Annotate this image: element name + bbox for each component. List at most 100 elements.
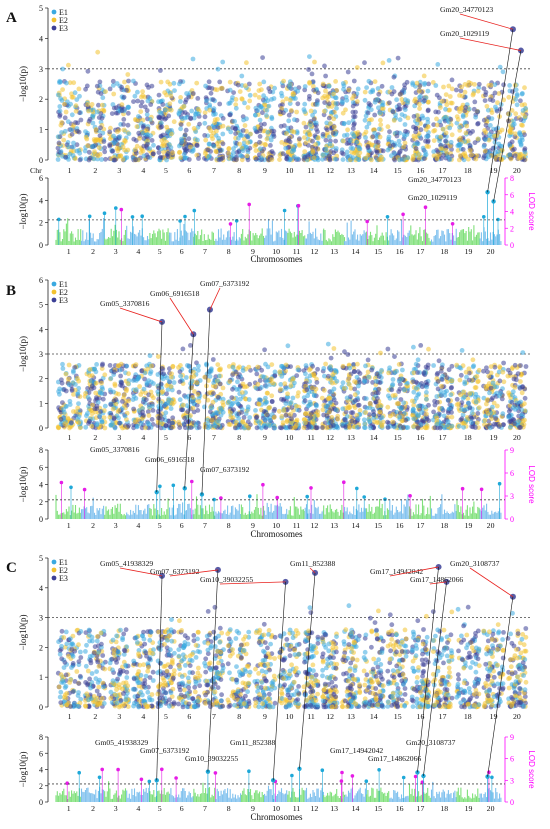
panelB-point-E1 xyxy=(214,410,220,416)
panelA-point-E2 xyxy=(467,148,473,154)
panelA-point-E2 xyxy=(346,87,352,93)
panelA-point-E1 xyxy=(363,135,368,140)
panelB-point-E2 xyxy=(426,346,431,352)
panelA-lod-bars xyxy=(55,202,502,245)
panelB-point-E3 xyxy=(349,410,354,415)
panelA-point-E2 xyxy=(165,79,171,85)
panelB-point-E1 xyxy=(155,372,161,377)
panelB-point-E1 xyxy=(124,363,130,369)
panelA-point-E1 xyxy=(229,97,235,103)
panelA-point-E1 xyxy=(293,96,298,101)
panelB-point-E3 xyxy=(345,352,351,357)
panelA-point-E2 xyxy=(214,128,219,134)
panelB-point-E1 xyxy=(111,389,116,395)
panelA-point-E1 xyxy=(258,104,263,110)
panelB-point-E1 xyxy=(344,395,350,401)
panelA-point-E1 xyxy=(258,155,264,161)
panelA-point-E3 xyxy=(260,55,265,60)
panelB-point-E3 xyxy=(375,396,380,401)
panelA-point-E1 xyxy=(507,142,513,148)
panelA-point-E1 xyxy=(68,101,73,107)
panelA-point-E3 xyxy=(131,136,137,142)
panelB-point-E3 xyxy=(170,420,175,426)
panelB-point-E2 xyxy=(282,381,288,387)
panelA-chr-tick-top: 9 xyxy=(263,166,267,175)
panelA-point-E2 xyxy=(244,60,249,66)
panelA-point-E1 xyxy=(346,120,352,126)
panelA-point-E1 xyxy=(233,105,239,111)
panelA-point-E2 xyxy=(237,141,243,147)
panelB-point-E1 xyxy=(334,378,340,384)
panelA-point-E3 xyxy=(315,98,320,103)
panelA-point-E3 xyxy=(133,157,139,163)
panelA-point-E2 xyxy=(333,79,338,84)
panelB-point-E3 xyxy=(156,385,162,391)
panelA-point-E3 xyxy=(131,99,136,104)
panelA-point-E2 xyxy=(431,138,437,144)
panelA-lod-peak-dot xyxy=(282,208,287,213)
panelB-point-E3 xyxy=(415,370,420,375)
panelA-point-E1 xyxy=(447,157,453,162)
panelA-point-E2 xyxy=(92,149,97,155)
panelB-point-E3 xyxy=(182,415,188,421)
panelA-point-E2 xyxy=(281,78,286,84)
panelA-point-E2 xyxy=(227,79,233,85)
panelA-point-E2 xyxy=(99,102,105,108)
panelA-point-E3 xyxy=(206,79,212,85)
panelB-point-E3 xyxy=(517,425,522,430)
panelA-point-E1 xyxy=(323,146,329,152)
panelA-point-E2 xyxy=(69,94,75,100)
panelA-point-E1 xyxy=(420,115,426,121)
panelA-point-E2 xyxy=(425,99,431,105)
panelB-point-E1 xyxy=(264,379,269,384)
panelA-point-E2 xyxy=(114,146,120,152)
panelB-lod-ytick-left-label: 0 xyxy=(39,515,43,524)
panelA-point-E1 xyxy=(232,119,238,124)
panelB-point-E1 xyxy=(138,421,144,427)
panelB-point-E3 xyxy=(435,379,441,384)
panelA-gwas-ytick-label: 2 xyxy=(39,95,43,104)
panelA-point-E3 xyxy=(315,129,320,135)
panelA-point-E3 xyxy=(435,149,441,155)
panelA-legend-label-E3: E3 xyxy=(59,24,68,33)
panelB-point-E3 xyxy=(511,376,517,382)
panelB-point-E3 xyxy=(194,402,200,408)
panelB-point-E2 xyxy=(122,403,127,408)
panelB-chr-tick-top: 8 xyxy=(237,433,241,442)
panelB-point-E1 xyxy=(303,371,308,377)
panelA-point-E1 xyxy=(443,106,448,112)
panelA-point-E1 xyxy=(255,108,261,113)
panelB-point-E1 xyxy=(354,374,360,380)
panelA-point-E3 xyxy=(389,91,395,97)
panelA-point-E1 xyxy=(193,111,199,117)
panelB-point-E1 xyxy=(363,363,368,369)
panelB-point-E1 xyxy=(75,391,81,397)
panelA-point-E2 xyxy=(158,79,164,85)
panelA-lod-peak-dot xyxy=(228,222,233,226)
panelB-point-E2 xyxy=(149,393,155,399)
panelA-lod-ytick-right-label: 6 xyxy=(510,191,514,200)
panelA-point-E1 xyxy=(347,138,353,144)
panelA-point-E3 xyxy=(149,120,155,126)
panelA-point-E1 xyxy=(181,152,187,157)
panelB-point-E2 xyxy=(76,378,82,384)
panelB-point-E2 xyxy=(209,417,215,423)
panelB-point-E3 xyxy=(272,406,278,412)
panelA-point-E1 xyxy=(58,149,64,154)
panelA-point-E2 xyxy=(399,97,405,102)
panelB-point-E1 xyxy=(71,368,76,374)
panelA-point-E2 xyxy=(202,110,208,116)
panelB-point-E2 xyxy=(93,390,99,396)
panelA-point-E2 xyxy=(207,125,212,131)
panelA-chr-tick-top: 11 xyxy=(307,166,315,175)
panelA-point-E3 xyxy=(370,134,376,140)
panelA-point-E3 xyxy=(362,60,367,66)
panelA-point-E1 xyxy=(117,134,123,140)
panelA-point-E1 xyxy=(94,109,100,115)
panelA-point-E1 xyxy=(513,87,519,93)
panelB-point-E3 xyxy=(195,408,201,413)
panelA-point-E1 xyxy=(364,85,369,90)
panelA-point-E2 xyxy=(294,109,299,115)
panelA-lod-peak-label: Gm20_34770123 xyxy=(408,175,461,184)
panelA-lod-peak-dot xyxy=(140,214,144,218)
